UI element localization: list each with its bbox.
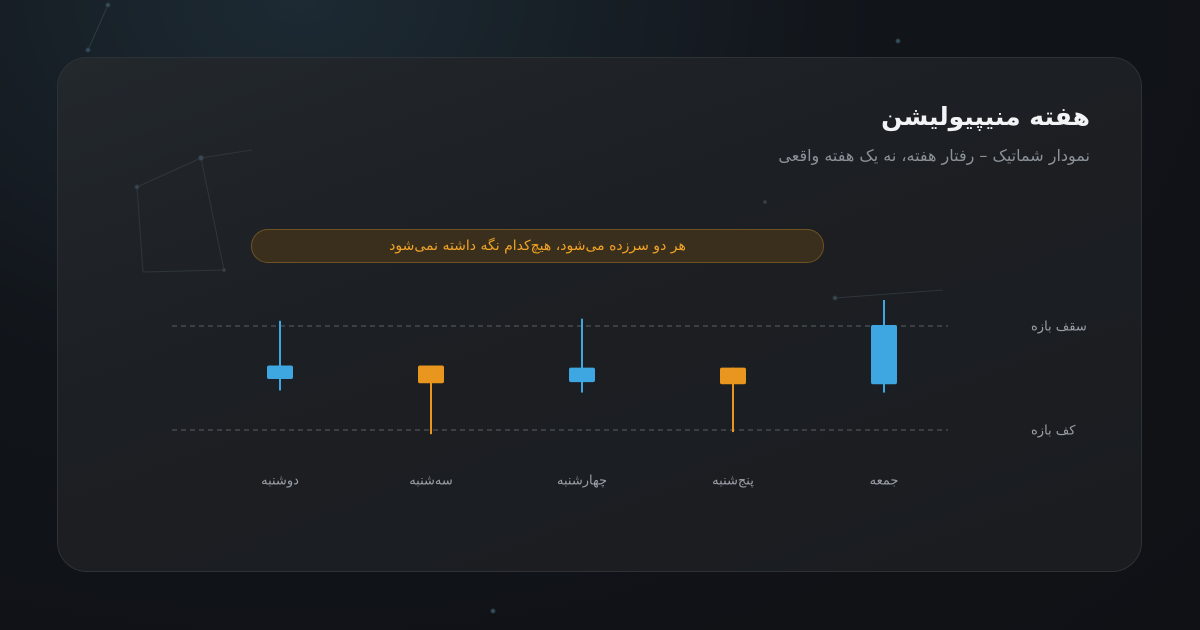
- reference-label: سقف بازه: [1031, 320, 1087, 335]
- x-tick-label: دوشنبه: [261, 474, 299, 489]
- chart-subtitle: نمودار شماتیک – رفتار هفته، نه یک هفته و…: [778, 146, 1090, 165]
- annotation: هر دو سرزده می‌شود، هیچ‌کدام نگه داشته ن…: [251, 229, 824, 263]
- reference-label: کف بازه: [1031, 424, 1076, 439]
- candle-body: [569, 367, 595, 383]
- x-tick-label: سه‌شنبه: [409, 474, 453, 489]
- x-tick-label: پنج‌شنبه: [712, 474, 754, 489]
- candle-body: [267, 365, 293, 380]
- candle-body: [720, 367, 746, 385]
- x-tick-label: جمعه: [870, 474, 899, 489]
- chart-title: هفته منیپیولیشن: [881, 102, 1090, 131]
- x-tick-label: چهارشنبه: [557, 474, 607, 489]
- candle-body: [418, 365, 444, 384]
- card: [57, 57, 1142, 572]
- candle-body: [871, 324, 897, 385]
